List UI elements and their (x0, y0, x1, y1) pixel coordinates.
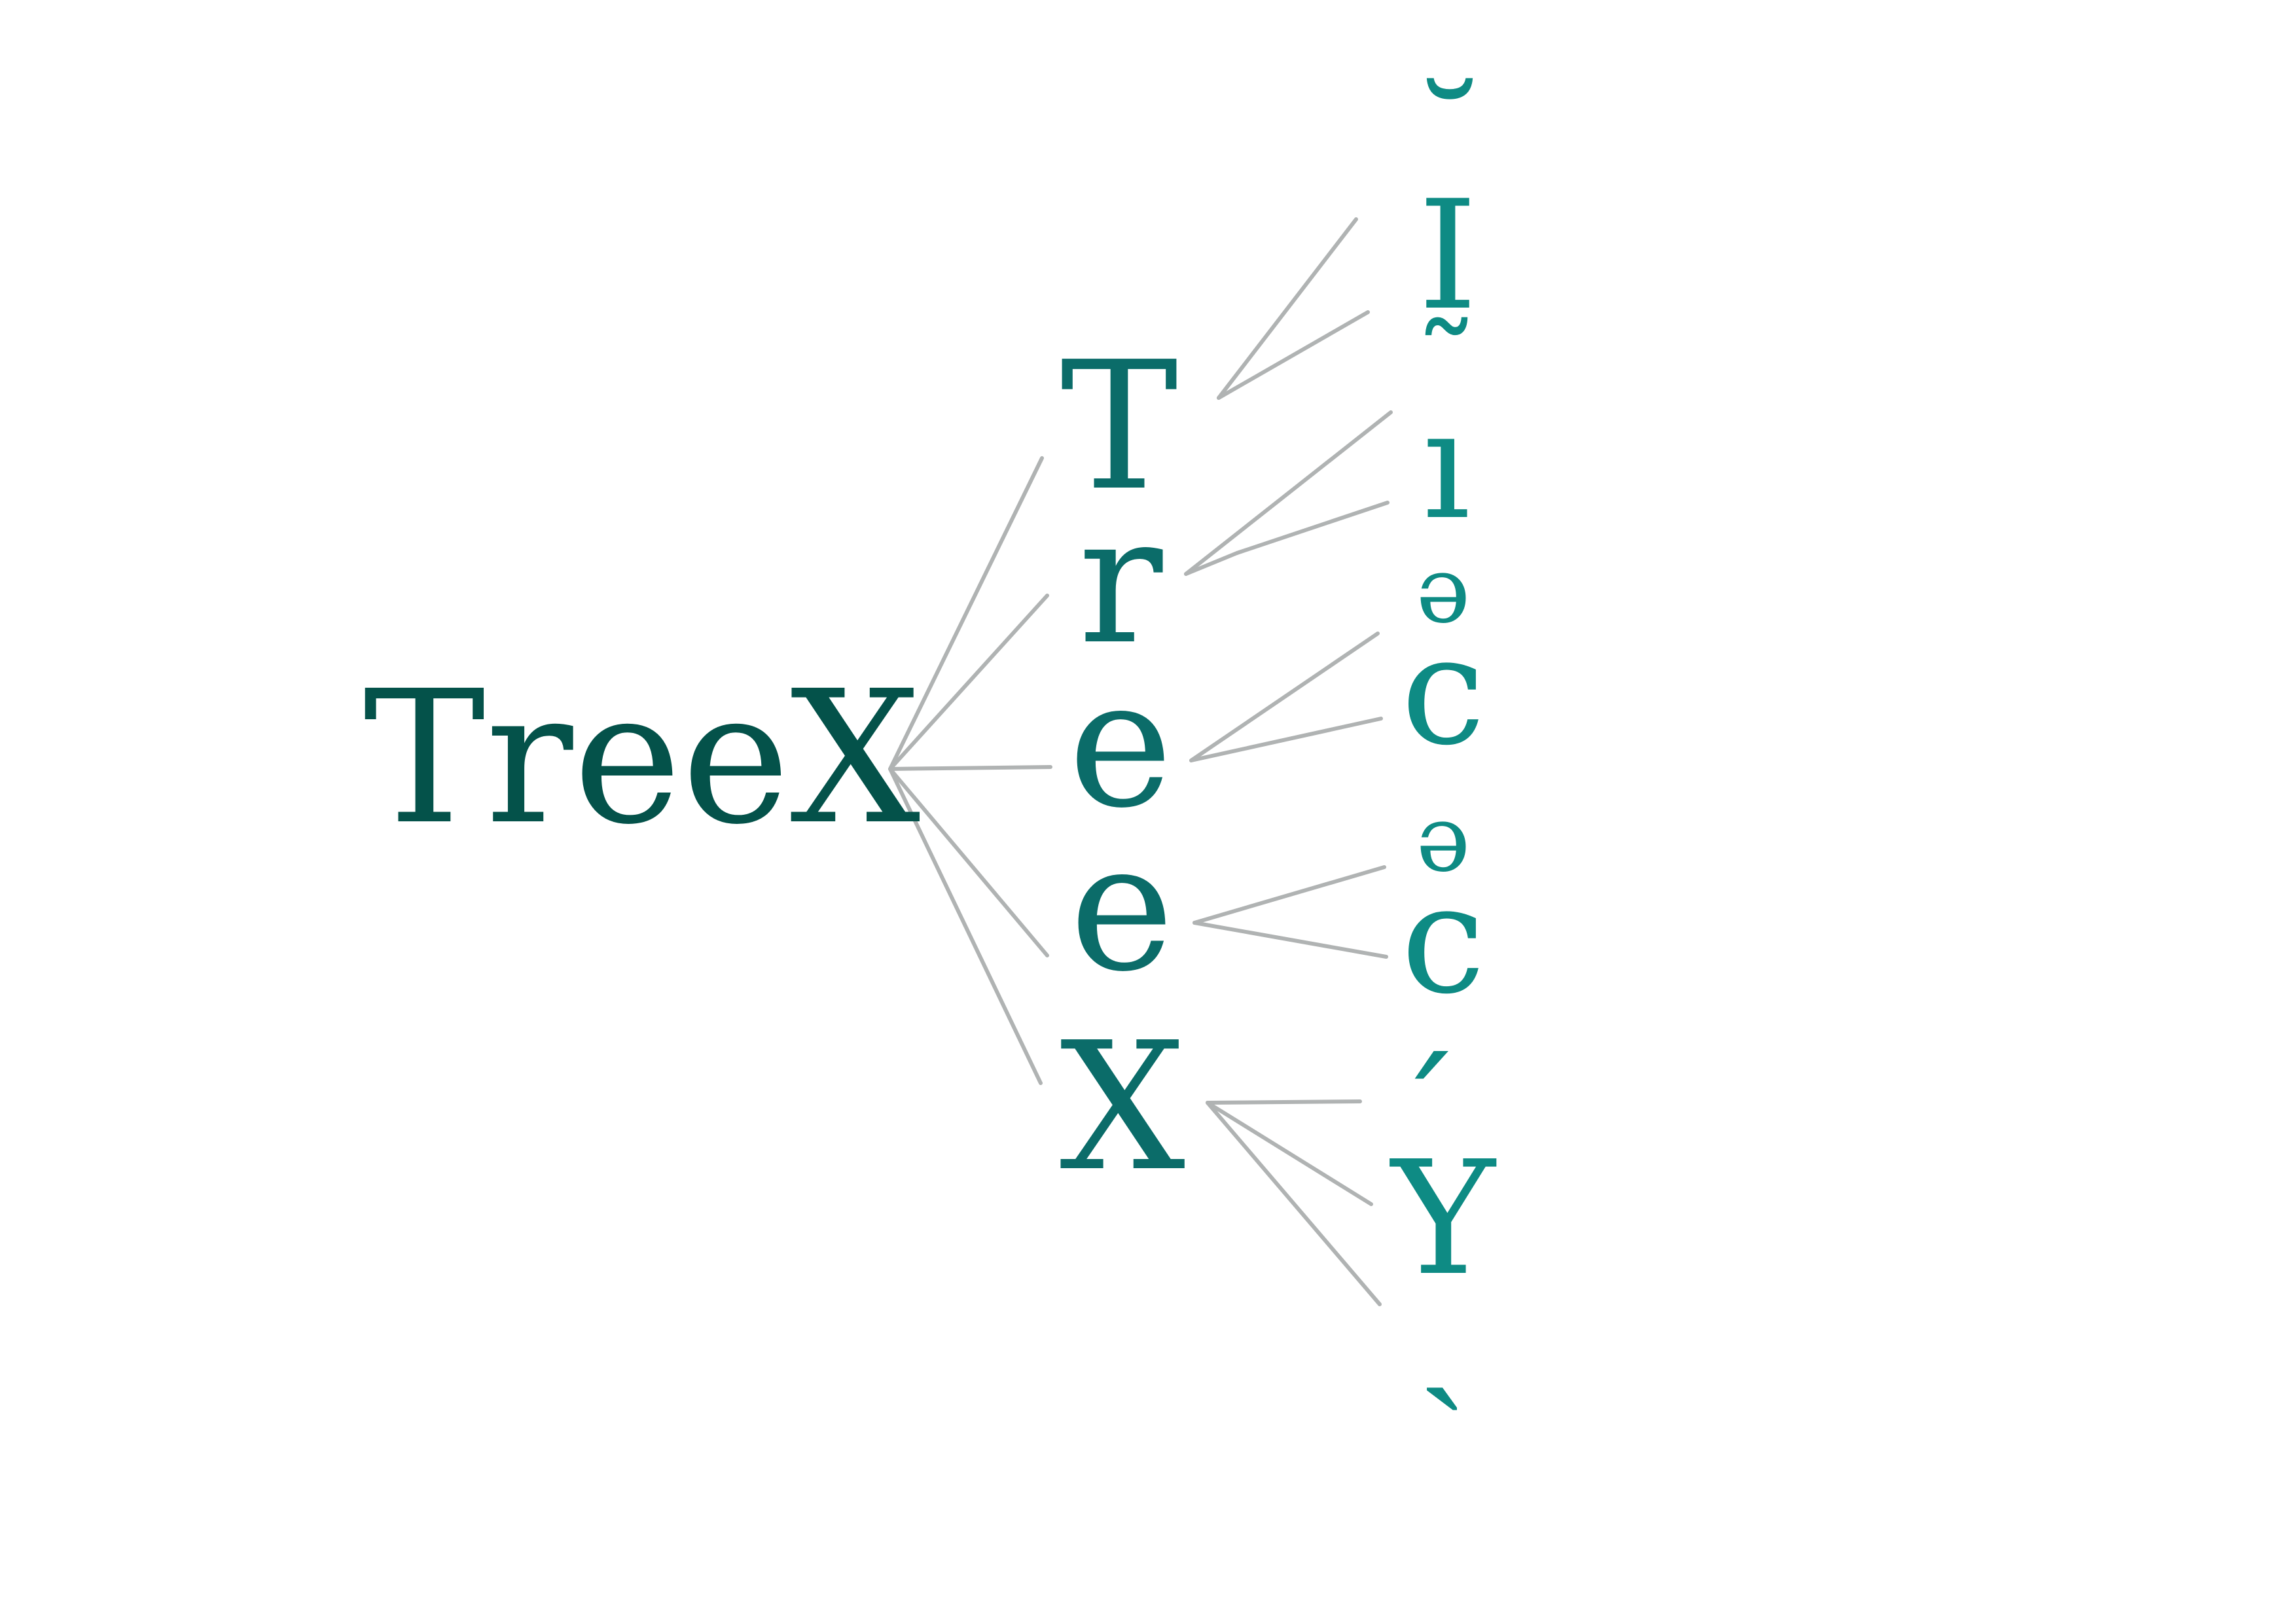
leaf-fragment-i-stem: ı (1422, 378, 1471, 553)
branch-letter-2: r (1078, 477, 1164, 683)
leaf-connector-8 (1193, 865, 1386, 925)
leaf-connector-5 (1235, 501, 1390, 555)
leaf-fragment-i-top: ˜ (1414, 298, 1479, 450)
root-connector-4 (888, 767, 1049, 957)
branch-letter-1: T (1060, 323, 1179, 529)
leaf-fragment-t-top: ˘ (1412, 58, 1488, 232)
leaf-fragment-x-bottom: ˏ (1418, 1239, 1469, 1414)
leaf-connector-12 (1206, 1101, 1382, 1306)
leaf-fragment-t-stem: I (1418, 169, 1478, 344)
leaf-fragment-e1-top: ǝ (1416, 537, 1471, 644)
leaf-connector-4 (1184, 551, 1239, 576)
branch-letter-5: X (1060, 1004, 1187, 1210)
root-connector-3 (888, 765, 1052, 771)
leaf-connector-10 (1206, 1099, 1362, 1105)
branch-letter-3: e (1068, 641, 1173, 847)
leaf-connector-2 (1217, 310, 1370, 400)
leaf-fragment-e2-bowl: c (1401, 853, 1486, 1027)
root-word: TreeX (363, 652, 922, 865)
leaf-connector-7 (1189, 717, 1383, 762)
root-connectors (888, 456, 1052, 1085)
leaf-connector-1 (1217, 217, 1358, 400)
leaf-fragment-e1-bowl: c (1401, 604, 1486, 779)
root-connector-2 (888, 594, 1049, 771)
leaf-connector-6 (1189, 632, 1380, 762)
root-connector-1 (888, 456, 1044, 771)
leaf-connector-11 (1206, 1101, 1373, 1206)
leaf-connector-9 (1193, 921, 1388, 959)
branch-letter-4: e (1069, 804, 1174, 1010)
leaf-fragment-x-top: ˊ (1386, 1033, 1462, 1207)
leaf-fragment-x-middle: Υ (1390, 1127, 1497, 1310)
leaf-fragment-e2-top: ǝ (1416, 786, 1471, 893)
leaf-connector-3 (1184, 410, 1393, 576)
leaf-connectors (1184, 217, 1393, 1306)
root-connector-5 (888, 767, 1043, 1085)
